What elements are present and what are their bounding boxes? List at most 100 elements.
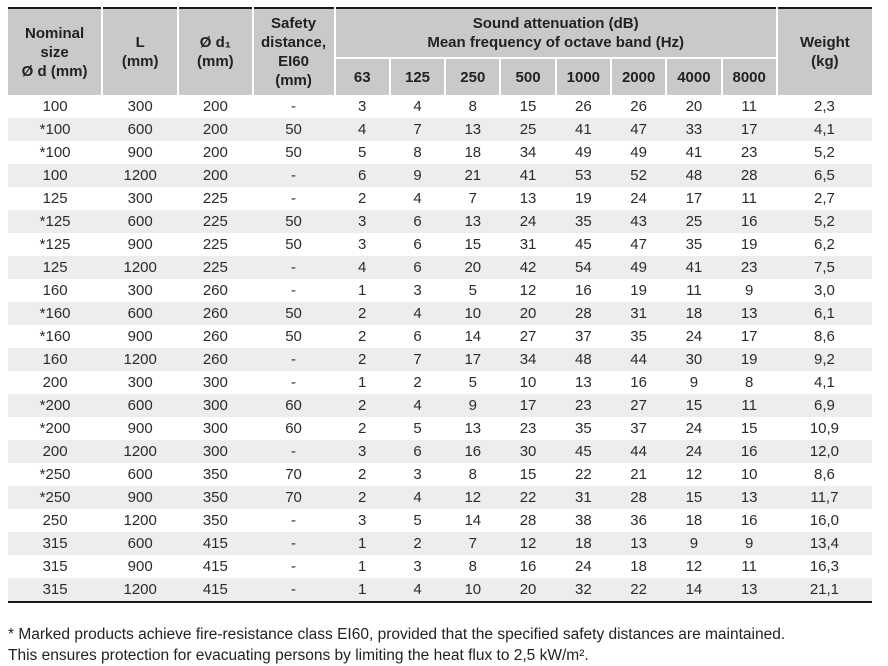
header-safety-distance: Safety distance, EI60 (mm): [251, 8, 335, 95]
cell-nominal-size: *250: [39, 489, 71, 506]
cell-safety-distance: 60: [285, 397, 302, 414]
cell-4000: 9: [689, 374, 699, 391]
cell-4000: 41: [685, 259, 703, 276]
header-weight: Weight (kg): [775, 8, 872, 95]
cell-length: 300: [127, 190, 153, 207]
cell-nominal-size: 100: [42, 98, 68, 115]
cell-safety-distance: -: [291, 535, 297, 552]
cell-125: 4: [413, 397, 422, 414]
cell-2000: 37: [630, 420, 647, 437]
cell-2000: 16: [630, 374, 647, 391]
cell-nominal-size: *125: [39, 236, 71, 253]
cell-4000: 20: [685, 98, 703, 115]
table-row: *125 900 225 50 3 6 15 31 45 47 35 19 6,…: [8, 233, 872, 256]
cell-250: 8: [468, 558, 477, 575]
cell-63: 3: [358, 443, 367, 460]
cell-weight: 12,0: [809, 443, 840, 460]
table-row: *160 600 260 50 2 4 10 20 28 31 18 13 6,…: [8, 302, 872, 325]
cell-2000: 19: [630, 282, 647, 299]
cell-length: 300: [127, 374, 153, 391]
cell-125: 5: [413, 420, 422, 437]
header-freq-250: 250: [444, 57, 501, 95]
cell-d1: 200: [202, 144, 228, 161]
cell-125: 4: [413, 489, 422, 506]
cell-2000: 27: [630, 397, 647, 414]
cell-length: 1200: [123, 512, 157, 529]
cell-250: 5: [468, 282, 477, 299]
cell-length: 600: [127, 213, 153, 230]
cell-nominal-size: 160: [42, 282, 68, 299]
cell-d1: 200: [202, 98, 228, 115]
cell-2000: 47: [630, 121, 647, 138]
table-row: 100 1200 200 - 6 9 21 41 53 52 48 28 6,5: [8, 164, 872, 187]
cell-500: 27: [519, 328, 537, 345]
cell-length: 900: [127, 489, 153, 506]
cell-8000: 28: [740, 167, 758, 184]
header-freq-8000: 8000: [720, 57, 777, 95]
cell-63: 2: [358, 489, 367, 506]
cell-length: 900: [127, 144, 153, 161]
cell-4000: 14: [685, 581, 703, 598]
cell-8000: 13: [740, 305, 758, 322]
cell-63: 1: [358, 282, 367, 299]
header-freq-1000: 1000: [554, 57, 611, 95]
cell-125: 6: [413, 236, 422, 253]
cell-d1: 260: [202, 305, 228, 322]
cell-8000: 10: [740, 466, 758, 483]
cell-125: 6: [413, 328, 422, 345]
cell-8000: 23: [740, 259, 758, 276]
cell-safety-distance: 50: [285, 121, 302, 138]
cell-length: 1200: [123, 167, 157, 184]
cell-weight: 6,2: [813, 236, 835, 253]
cell-4000: 15: [685, 489, 703, 506]
cell-1000: 48: [575, 351, 592, 368]
cell-8000: 16: [740, 213, 758, 230]
cell-2000: 52: [630, 167, 647, 184]
cell-63: 2: [358, 190, 367, 207]
cell-nominal-size: 315: [42, 558, 68, 575]
cell-length: 600: [127, 305, 153, 322]
cell-nominal-size: *160: [39, 328, 71, 345]
header-freq-500: 500: [499, 57, 556, 95]
cell-8000: 11: [741, 558, 757, 575]
table-row: *125 600 225 50 3 6 13 24 35 43 25 16 5,…: [8, 210, 872, 233]
cell-d1: 350: [202, 512, 228, 529]
cell-1000: 26: [575, 98, 592, 115]
cell-125: 3: [413, 466, 422, 483]
attenuation-table: Nominal size Ø d (mm) L (mm) Ø d₁ (mm) S…: [8, 7, 872, 603]
header-freq-4000: 4000: [665, 57, 722, 95]
header-freq-2000: 2000: [609, 57, 667, 95]
cell-500: 15: [519, 466, 537, 483]
cell-weight: 6,9: [813, 397, 835, 414]
cell-length: 900: [127, 236, 153, 253]
cell-2000: 49: [630, 144, 647, 161]
cell-weight: 16,3: [809, 558, 840, 575]
cell-63: 3: [358, 512, 367, 529]
cell-500: 12: [519, 282, 537, 299]
cell-250: 10: [464, 305, 482, 322]
cell-4000: 33: [685, 121, 703, 138]
cell-8000: 9: [745, 535, 754, 552]
table-row: 250 1200 350 - 3 5 14 28 38 36 18 16 16,…: [8, 509, 872, 532]
cell-125: 4: [413, 581, 422, 598]
cell-4000: 18: [685, 305, 703, 322]
cell-nominal-size: *200: [39, 397, 71, 414]
cell-125: 7: [413, 351, 422, 368]
cell-d1: 260: [202, 282, 228, 299]
cell-length: 600: [127, 535, 153, 552]
cell-safety-distance: -: [291, 443, 297, 460]
cell-nominal-size: 315: [42, 581, 68, 598]
cell-1000: 24: [575, 558, 592, 575]
cell-63: 6: [358, 167, 367, 184]
cell-weight: 3,0: [813, 282, 835, 299]
cell-nominal-size: 315: [42, 535, 68, 552]
cell-250: 5: [468, 374, 477, 391]
cell-weight: 5,2: [813, 213, 835, 230]
table-row: 160 1200 260 - 2 7 17 34 48 44 30 19 9,2: [8, 348, 872, 371]
cell-63: 2: [358, 351, 367, 368]
cell-4000: 18: [685, 512, 703, 529]
cell-250: 7: [468, 190, 477, 207]
footnote: * Marked products achieve fire-resistanc…: [8, 624, 872, 666]
cell-weight: 5,2: [813, 144, 835, 161]
cell-63: 3: [358, 98, 367, 115]
